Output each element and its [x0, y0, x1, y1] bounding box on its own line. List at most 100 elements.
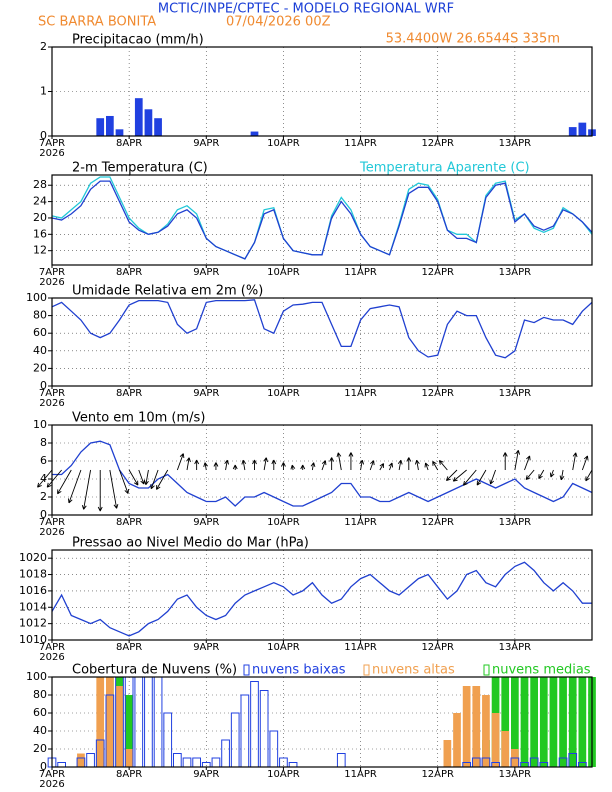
bar [57, 762, 66, 768]
page-title: MCTIC/INPE/CPTEC - MODELO REGIONAL WRF [158, 2, 454, 17]
bar [115, 129, 124, 136]
bar [511, 677, 519, 767]
year-label: 2026 [39, 527, 64, 538]
wind-arrow [432, 460, 439, 471]
plot-frame [51, 676, 593, 768]
bar [125, 695, 133, 767]
wind-arrow [213, 462, 219, 470]
bar [501, 677, 510, 767]
wind-arrow [452, 469, 467, 482]
wind-arrow [67, 469, 82, 504]
bar [250, 131, 259, 136]
wind-arrow [186, 457, 191, 471]
panel-title: Cobertura de Nuvens (%) [72, 663, 237, 678]
wind-arrow [329, 457, 335, 470]
wind-arrow [359, 459, 365, 471]
x-tick-label: 11APR [344, 138, 377, 149]
wind-arrow [348, 452, 354, 470]
plot-frame [51, 424, 593, 516]
wind-arrow [46, 469, 62, 488]
y-tick-label: 0 [40, 379, 47, 392]
wind-arrow [388, 462, 394, 471]
x-tick-label: 12APR [421, 267, 454, 278]
bar [115, 686, 124, 767]
x-tick-label: 9APR [193, 642, 219, 653]
wind-arrow [581, 455, 589, 471]
bar [443, 740, 452, 767]
x-tick-label: 10APR [267, 267, 300, 278]
bar [106, 677, 114, 767]
x-tick-label: 8APR [116, 769, 142, 780]
bar [221, 739, 230, 768]
bar [501, 731, 510, 767]
legend-label: nuvens altas [372, 663, 455, 678]
x-tick-label: 12APR [421, 388, 454, 399]
wind-arrow [424, 462, 430, 471]
wind-arrow [445, 469, 458, 482]
x-tick-label: 8APR [116, 138, 142, 149]
x-tick-label: 7APR [39, 642, 65, 653]
wind-arrow [369, 460, 375, 471]
y-tick-label: 24 [33, 195, 47, 208]
y-tick-label: 60 [33, 326, 47, 339]
x-tick-label: 10APR [267, 642, 300, 653]
bar [462, 686, 471, 767]
wind-arrow [263, 457, 269, 471]
x-tick-label: 8APR [116, 388, 142, 399]
panel-title: Vento em 10m (m/s) [72, 411, 205, 426]
wind-arrow [310, 462, 316, 471]
wind-arrow [203, 462, 209, 471]
bar [192, 757, 202, 768]
x-tick-label: 11APR [344, 642, 377, 653]
wind-arrow [559, 469, 565, 481]
y-tick-label: 1010 [19, 633, 47, 646]
y-tick-label: 40 [33, 344, 47, 357]
bar [530, 677, 538, 767]
wind-arrow [462, 469, 477, 486]
wind-arrow [476, 469, 487, 486]
legend-label: Temperatura Aparente (C) [359, 161, 530, 176]
bar [250, 681, 259, 768]
y-tick-label: 100 [26, 670, 47, 683]
line [51, 299, 593, 359]
wind-arrow [572, 452, 578, 471]
wind-arrow [524, 455, 531, 471]
x-tick-label: 13APR [499, 517, 532, 528]
x-tick-label: 7APR [39, 267, 65, 278]
x-tick-label: 9APR [193, 769, 219, 780]
y-tick-label: 20 [33, 361, 47, 374]
wind-arrow [489, 469, 496, 485]
wind-arrow [525, 469, 535, 480]
year-label: 2026 [39, 277, 64, 288]
wind-arrow [438, 460, 448, 471]
wind-arrow [300, 464, 306, 470]
bar [539, 677, 548, 767]
x-tick-label: 12APR [421, 769, 454, 780]
wind-arrow [538, 469, 545, 480]
y-tick-label: 1012 [19, 617, 47, 630]
bar [154, 118, 162, 136]
plot-frame [51, 297, 593, 387]
x-tick-label: 10APR [267, 769, 300, 780]
plot-frame [51, 46, 593, 137]
y-tick-label: 28 [33, 178, 47, 191]
bar [578, 677, 587, 767]
y-tick-label: 20 [33, 742, 47, 755]
bar [144, 109, 153, 136]
wind-arrow [156, 469, 169, 490]
wind-arrow [379, 463, 385, 471]
bar [134, 98, 143, 136]
y-tick-label: 1 [40, 85, 47, 98]
x-tick-label: 11APR [344, 388, 377, 399]
wind-arrow [514, 450, 521, 471]
bar [182, 757, 192, 768]
y-tick-label: 2 [40, 40, 47, 53]
wind-arrow [397, 459, 403, 471]
x-tick-label: 7APR [39, 769, 65, 780]
x-tick-label: 7APR [39, 517, 65, 528]
wind-arrow [97, 470, 103, 512]
year-label: 2026 [39, 652, 64, 663]
legend-swatch [363, 664, 370, 676]
x-tick-label: 7APR [39, 388, 65, 399]
wind-arrow [321, 460, 327, 471]
